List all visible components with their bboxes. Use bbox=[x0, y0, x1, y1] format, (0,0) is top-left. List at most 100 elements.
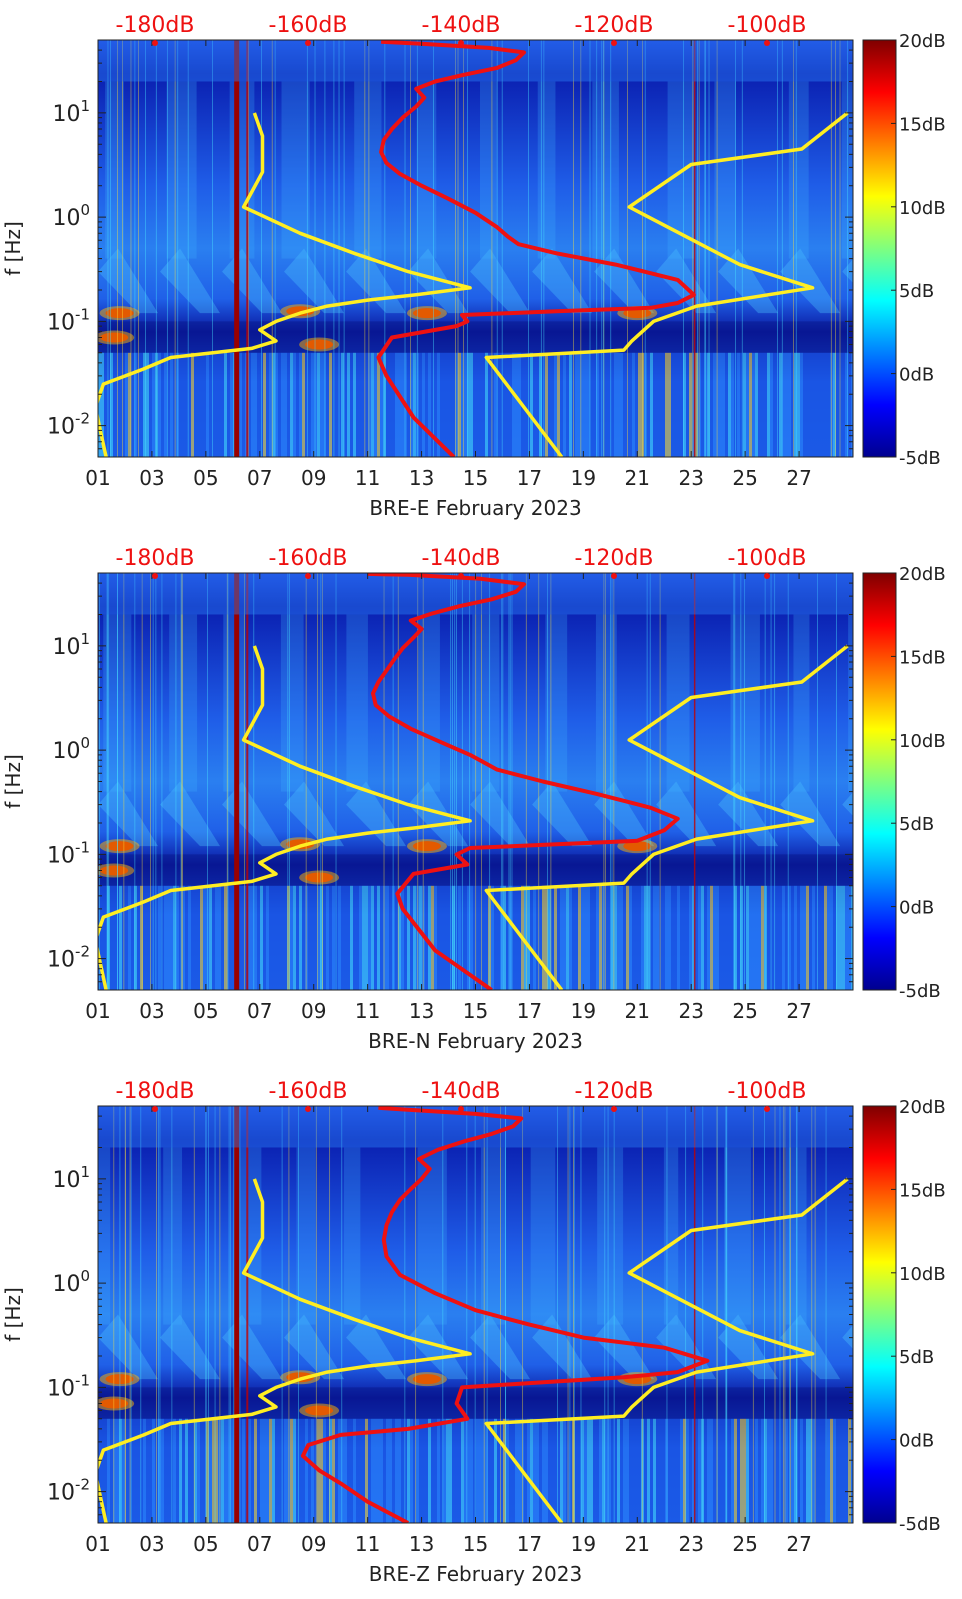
low-band-stripe bbox=[806, 352, 809, 457]
low-band-stripe bbox=[335, 1418, 338, 1523]
low-band-stripe bbox=[293, 352, 296, 457]
top-axis-label: -180dB bbox=[116, 546, 195, 571]
low-band-stripe bbox=[296, 352, 299, 457]
low-band-stripe bbox=[266, 885, 269, 990]
low-band-stripe bbox=[383, 885, 386, 990]
low-band-stripe bbox=[743, 1418, 746, 1523]
low-band-stripe bbox=[212, 1418, 215, 1523]
low-band-stripe bbox=[368, 352, 371, 457]
low-band-stripe bbox=[380, 885, 383, 990]
low-band-stripe bbox=[200, 885, 203, 990]
low-band-stripe bbox=[173, 352, 176, 457]
low-band-stripe bbox=[284, 352, 287, 457]
low-band-stripe bbox=[218, 885, 221, 990]
y-axis-label: f [Hz] bbox=[1, 754, 25, 809]
low-band-stripe bbox=[353, 1418, 356, 1523]
x-tick-label: 21 bbox=[625, 999, 650, 1023]
low-band-stripe bbox=[758, 1418, 761, 1523]
red-curve-1 bbox=[367, 573, 680, 990]
low-band-stripe bbox=[290, 885, 293, 990]
low-band-stripe bbox=[419, 352, 422, 457]
low-band-stripe bbox=[200, 1418, 203, 1523]
low-band-stripe bbox=[671, 352, 674, 457]
low-band-stripe bbox=[611, 352, 614, 457]
low-band-stripe bbox=[299, 885, 302, 990]
low-band-stripe bbox=[182, 352, 185, 457]
low-band-stripe bbox=[707, 352, 710, 457]
top-axis-marker bbox=[764, 1106, 770, 1112]
low-band-stripe bbox=[620, 885, 623, 990]
low-band-stripe bbox=[632, 1418, 635, 1523]
low-band-stripe bbox=[431, 352, 434, 457]
x-tick-label: 09 bbox=[301, 466, 326, 490]
low-band-stripe bbox=[599, 352, 602, 457]
low-band-stripe bbox=[623, 352, 626, 457]
low-band-stripe bbox=[197, 885, 200, 990]
low-band-stripe bbox=[284, 1418, 287, 1523]
red-streak-3 bbox=[693, 573, 696, 990]
red-streak bbox=[234, 40, 240, 457]
low-band-stripe bbox=[572, 885, 575, 990]
low-band-stripe bbox=[209, 1418, 212, 1523]
low-band-stripe bbox=[314, 352, 317, 457]
top-axis-marker bbox=[611, 1106, 617, 1112]
band-vertical bbox=[281, 81, 310, 259]
low-band-stripe bbox=[488, 352, 491, 457]
spectrogram-area bbox=[98, 573, 853, 990]
low-band-stripe bbox=[770, 1418, 773, 1523]
low-band-stripe bbox=[515, 885, 518, 990]
y-tick-label: 101 bbox=[52, 630, 90, 660]
low-band-stripe bbox=[701, 352, 704, 457]
low-band-stripe bbox=[419, 1418, 422, 1523]
low-band-stripe bbox=[272, 1418, 275, 1523]
low-band-stripe bbox=[257, 1418, 260, 1523]
hotspot-halo bbox=[299, 337, 340, 352]
low-band-stripe bbox=[545, 352, 548, 457]
low-band-stripe bbox=[194, 1418, 197, 1523]
low-band-stripe bbox=[173, 885, 176, 990]
low-band-stripe bbox=[275, 1418, 278, 1523]
low-band-stripe bbox=[380, 1418, 383, 1523]
yellow-curve-0 bbox=[98, 1178, 472, 1523]
low-band-stripe bbox=[422, 352, 425, 457]
low-band-stripe bbox=[224, 885, 227, 990]
low-band-stripe bbox=[482, 1418, 485, 1523]
top-axis-marker bbox=[152, 573, 158, 579]
yellow-curve-0 bbox=[98, 112, 472, 457]
x-tick-label: 19 bbox=[571, 999, 596, 1023]
low-band-stripe bbox=[704, 1418, 707, 1523]
low-band-stripe bbox=[158, 885, 161, 990]
band-streak bbox=[842, 792, 853, 816]
low-band-stripe bbox=[689, 885, 692, 990]
low-band-stripe bbox=[803, 1418, 806, 1523]
low-band-stripe bbox=[755, 352, 758, 457]
x-axis-label: BRE-E February 2023 bbox=[369, 496, 581, 520]
x-tick-label: 19 bbox=[571, 466, 596, 490]
low-band-stripe bbox=[719, 885, 722, 990]
top-axis-label: -120dB bbox=[575, 13, 654, 38]
low-band-stripe bbox=[761, 352, 764, 457]
low-band-stripe bbox=[287, 1418, 290, 1523]
low-band-stripe bbox=[818, 352, 821, 457]
low-band-stripe bbox=[377, 1418, 380, 1523]
low-band-stripe bbox=[137, 1418, 140, 1523]
low-band-stripe bbox=[533, 352, 536, 457]
low-band-stripe bbox=[485, 352, 488, 457]
low-band-stripe bbox=[332, 885, 335, 990]
top-axis-label: -100dB bbox=[728, 13, 807, 38]
low-band-stripe bbox=[185, 1418, 188, 1523]
band-streak bbox=[594, 1314, 655, 1380]
low-band-stripe bbox=[389, 885, 392, 990]
low-band-stripe bbox=[560, 352, 563, 457]
low-band-stripe bbox=[371, 352, 374, 457]
low-band-stripe bbox=[311, 1418, 314, 1523]
low-band-stripe bbox=[230, 1418, 233, 1523]
low-band-stripe bbox=[719, 1418, 722, 1523]
band-vertical bbox=[169, 614, 198, 792]
low-band-stripe bbox=[470, 885, 473, 990]
low-band-stripe bbox=[797, 1418, 800, 1523]
low-band-stripe bbox=[767, 352, 770, 457]
low-band-stripe bbox=[320, 352, 323, 457]
low-band-stripe bbox=[254, 885, 257, 990]
low-band-stripe bbox=[560, 1418, 563, 1523]
